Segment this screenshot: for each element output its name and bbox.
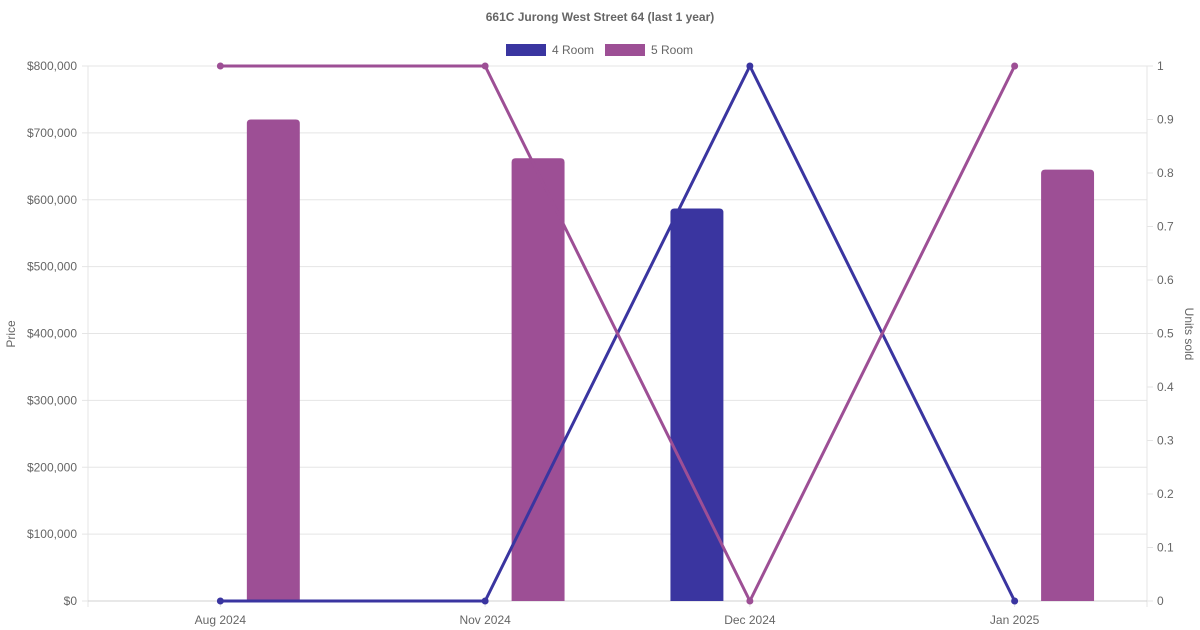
y-right-tick-label: 0.6 — [1157, 273, 1174, 287]
units-point-4-room — [1011, 597, 1019, 605]
units-lines — [220, 64, 1016, 603]
x-tick-label: Aug 2024 — [195, 613, 247, 627]
y-axis-left-title: Price — [4, 320, 18, 348]
legend-swatch-4-room — [506, 44, 546, 56]
y-left-tick-label: $500,000 — [27, 260, 77, 274]
legend-label-5-room: 5 Room — [651, 43, 693, 57]
x-tick-label: Dec 2024 — [724, 613, 776, 627]
units-point-4-room — [746, 62, 754, 70]
bar-5-room — [246, 119, 300, 601]
y-right-tick-label: 0.1 — [1157, 541, 1174, 555]
units-point-4-room — [216, 597, 224, 605]
y-right-tick-label: 0.7 — [1157, 220, 1174, 234]
y-axis-right-title: Units sold — [1182, 308, 1196, 361]
y-axis-left-ticks: $0 $100,000 $200,000 $300,000 $400,000 $500,0… — [27, 59, 77, 608]
x-tick-label: Nov 2024 — [459, 613, 511, 627]
legend-swatch-5-room — [605, 44, 645, 56]
legend-item-5-room[interactable]: 5 Room — [605, 43, 693, 57]
bars — [246, 119, 1095, 601]
chart-title: 661C Jurong West Street 64 (last 1 year) — [486, 10, 715, 24]
y-left-tick-label: $0 — [64, 594, 78, 608]
y-left-tick-label: $800,000 — [27, 59, 77, 73]
bar-4-room — [670, 208, 724, 601]
legend-label-4-room: 4 Room — [552, 43, 594, 57]
y-right-tick-label: 0.3 — [1157, 434, 1174, 448]
y-right-tick-label: 0.4 — [1157, 380, 1174, 394]
y-axis-right-ticks: 0 0.1 0.2 0.3 0.4 0.5 0.6 0.7 0.8 0.9 1 — [1157, 59, 1174, 608]
bar-5-room — [1041, 169, 1095, 601]
y-right-tick-label: 0.8 — [1157, 166, 1174, 180]
y-left-tick-label: $600,000 — [27, 193, 77, 207]
units-point-5-room — [746, 597, 754, 605]
y-right-tick-label: 0.5 — [1157, 327, 1174, 341]
y-left-tick-label: $100,000 — [27, 527, 77, 541]
y-right-tick-label: 0.2 — [1157, 487, 1174, 501]
x-tick-label: Jan 2025 — [990, 613, 1040, 627]
y-left-tick-label: $300,000 — [27, 393, 77, 407]
x-axis-ticks: Aug 2024 Nov 2024 Dec 2024 Jan 2025 — [195, 613, 1040, 627]
legend[interactable]: 4 Room 5 Room — [506, 43, 693, 57]
y-right-tick-label: 0.9 — [1157, 113, 1174, 127]
bar-5-room — [511, 158, 565, 601]
y-left-tick-label: $700,000 — [27, 126, 77, 140]
y-right-tick-label: 1 — [1157, 59, 1164, 73]
units-point-5-room — [1011, 62, 1019, 70]
units-points — [216, 62, 1019, 605]
units-line-5-room — [220, 64, 1016, 603]
legend-item-4-room[interactable]: 4 Room — [506, 43, 594, 57]
units-point-5-room — [481, 62, 489, 70]
units-point-5-room — [216, 62, 224, 70]
y-left-tick-label: $200,000 — [27, 460, 77, 474]
y-left-tick-label: $400,000 — [27, 327, 77, 341]
units-point-4-room — [481, 597, 489, 605]
y-right-tick-label: 0 — [1157, 594, 1164, 608]
